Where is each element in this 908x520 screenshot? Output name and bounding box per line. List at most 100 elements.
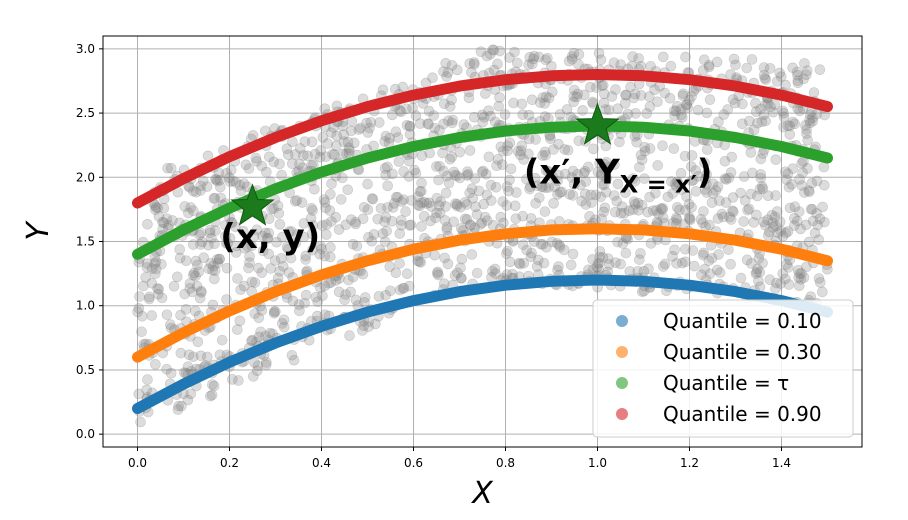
scatter-point — [610, 84, 621, 95]
scatter-point — [690, 165, 702, 176]
scatter-point — [796, 268, 807, 279]
scatter-point — [289, 195, 301, 207]
scatter-point — [813, 234, 825, 245]
scatter-point — [575, 179, 586, 191]
scatter-point — [495, 211, 507, 223]
x-tick-label: 0.8 — [496, 456, 515, 470]
scatter-point — [704, 219, 715, 231]
scatter-point — [192, 336, 204, 348]
y-tick-label: 2.5 — [76, 106, 95, 120]
scatter-point — [593, 263, 605, 275]
scatter-point — [504, 256, 516, 268]
scatter-point — [597, 252, 609, 263]
scatter-point — [261, 357, 272, 368]
scatter-point — [287, 295, 299, 307]
scatter-point — [331, 140, 342, 152]
scatter-point — [634, 161, 645, 173]
scatter-point — [760, 74, 772, 85]
scatter-point — [230, 221, 241, 233]
scatter-point — [296, 197, 308, 208]
scatter-point — [319, 280, 331, 292]
scatter-point — [716, 208, 728, 220]
scatter-point — [549, 181, 560, 193]
scatter-point — [565, 111, 577, 123]
scatter-point — [150, 359, 161, 370]
scatter-point — [395, 106, 407, 117]
scatter-point — [611, 195, 623, 207]
scatter-point — [598, 97, 610, 109]
scatter-point — [294, 305, 305, 317]
scatter-point — [466, 183, 478, 194]
scatter-point — [426, 201, 437, 212]
scatter-point — [490, 268, 501, 279]
scatter-point — [196, 236, 208, 248]
scatter-point — [288, 354, 300, 366]
scatter-point — [771, 76, 783, 87]
scatter-point — [639, 173, 650, 184]
quantile-curve-3 — [132, 69, 833, 209]
scatter-point — [767, 221, 779, 233]
y-tick-label: 1.5 — [76, 235, 95, 249]
scatter-point — [226, 216, 237, 228]
scatter-point — [234, 315, 246, 327]
scatter-point — [422, 118, 434, 129]
scatter-point — [253, 331, 265, 343]
scatter-point — [240, 159, 252, 171]
scatter-point — [778, 111, 790, 123]
scatter-point — [179, 288, 191, 300]
scatter-point — [750, 268, 762, 279]
star-marker — [575, 102, 620, 145]
scatter-point — [273, 208, 285, 219]
scatter-point — [146, 263, 158, 274]
scatter-point — [483, 151, 495, 163]
scatter-point — [456, 273, 467, 284]
scatter-point — [739, 195, 751, 206]
scatter-point — [434, 125, 445, 136]
scatter-point — [246, 276, 258, 288]
scatter-point — [210, 173, 221, 185]
scatter-point — [475, 46, 487, 57]
scatter-point — [665, 60, 677, 72]
scatter-point — [185, 202, 196, 213]
scatter-point — [727, 94, 739, 105]
scatter-point — [193, 266, 204, 278]
scatter-point — [725, 259, 736, 270]
scatter-point — [287, 158, 298, 169]
scatter-point — [671, 214, 683, 226]
scatter-point — [701, 144, 713, 155]
scatter-point — [811, 208, 822, 219]
scatter-point — [568, 91, 580, 102]
scatter-point — [657, 212, 669, 224]
scatter-point — [518, 257, 530, 269]
scatter-point — [394, 284, 406, 296]
scatter-point — [226, 217, 238, 229]
scatter-point — [429, 249, 440, 261]
scatter-point — [722, 104, 733, 115]
scatter-point — [759, 99, 771, 111]
scatter-point — [651, 205, 662, 216]
annotation-xy: (x, y) — [220, 217, 320, 257]
scatter-point — [535, 238, 547, 250]
scatter-point — [433, 200, 445, 211]
scatter-point — [807, 215, 819, 227]
scatter-point — [247, 334, 258, 346]
scatter-point — [431, 161, 442, 172]
legend-marker — [616, 377, 628, 389]
scatter-point — [793, 206, 805, 217]
scatter-point — [386, 215, 398, 227]
scatter-point — [814, 277, 826, 288]
legend-marker — [616, 315, 628, 327]
scatter-point — [132, 306, 143, 318]
scatter-point — [307, 220, 319, 231]
scatter-point — [400, 206, 411, 217]
scatter-point — [174, 252, 186, 264]
scatter-point — [553, 169, 564, 181]
scatter-point — [540, 165, 552, 176]
scatter-point — [481, 189, 493, 201]
scatter-point — [454, 172, 466, 184]
scatter-point — [787, 163, 799, 174]
scatter-point — [209, 273, 220, 285]
scatter-point — [517, 210, 529, 222]
scatter-point — [747, 167, 758, 179]
scatter-point — [150, 263, 162, 275]
